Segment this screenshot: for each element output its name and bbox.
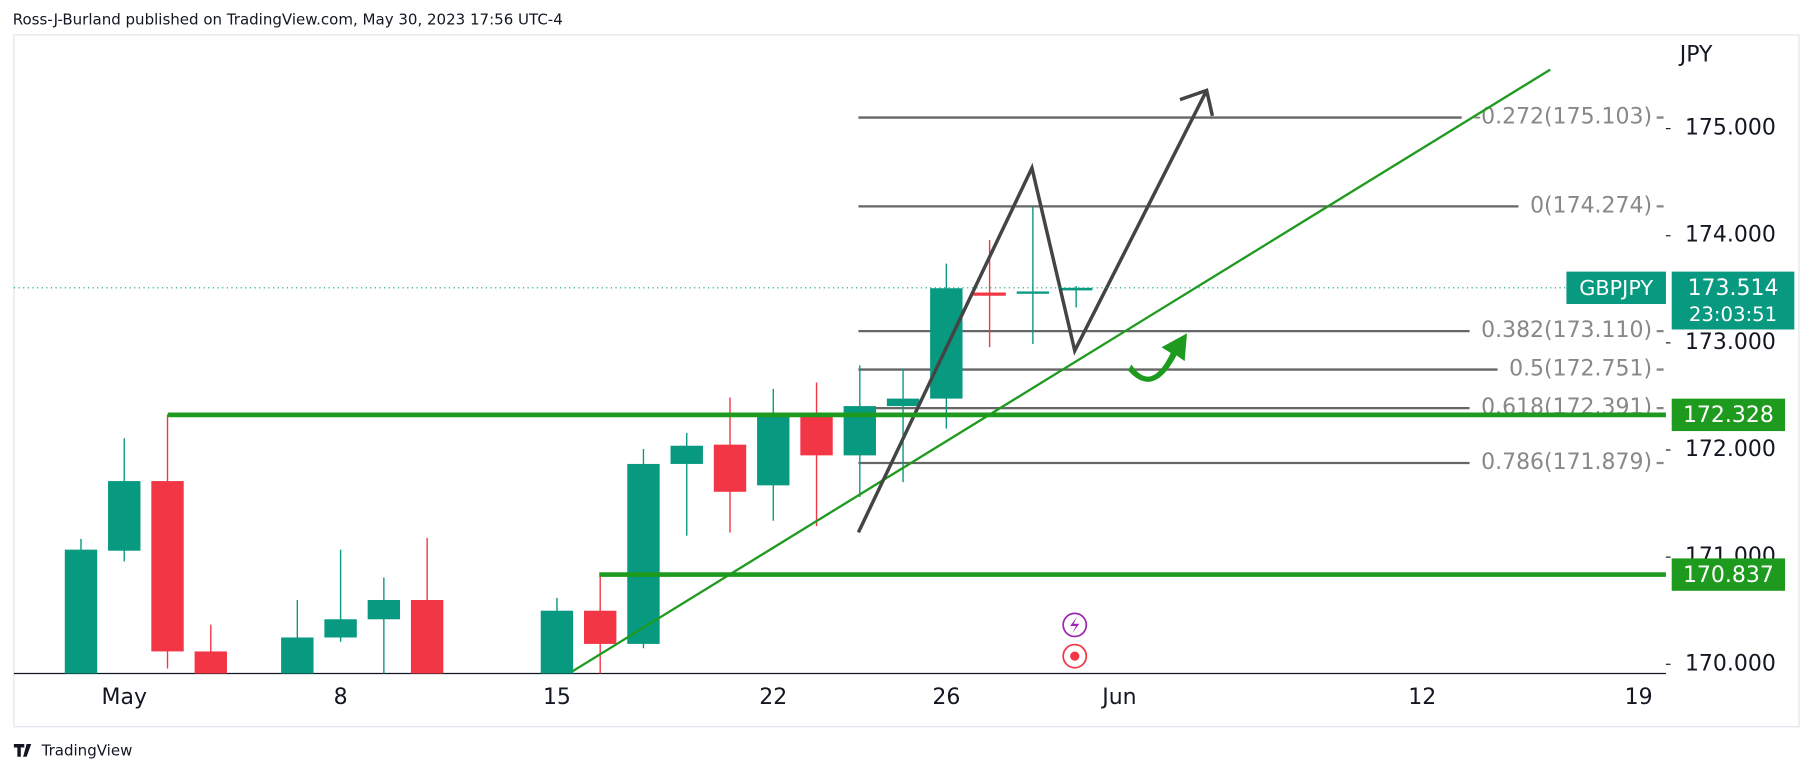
candle-body	[930, 288, 963, 399]
price-tag-label: 172.328	[1683, 403, 1774, 428]
candle-body	[410, 599, 444, 674]
y-tick-label: 172.000	[1685, 437, 1776, 462]
candle-body	[367, 599, 401, 620]
fib-label: 0.382(173.110)	[1481, 318, 1652, 343]
x-tick-label: May	[102, 685, 147, 710]
x-tick-label: Jun	[1100, 685, 1136, 710]
projection-path	[856, 89, 1209, 534]
candle-body	[540, 610, 574, 674]
publisher: Ross-J-Burland published on TradingView.…	[13, 10, 563, 28]
event-icon	[1062, 643, 1088, 669]
x-tick-label: 12	[1408, 685, 1436, 710]
x-tick-label: 26	[932, 685, 960, 710]
plot: -0.272(175.103) 0(174.274) 0.382(173.110) 0…	[64, 105, 1664, 674]
candle-body	[886, 398, 920, 407]
candle-body	[1059, 287, 1093, 291]
curved-arrow	[1127, 333, 1187, 382]
x-tick-label: 22	[759, 685, 787, 710]
y-tick-label: 173.000	[1685, 330, 1776, 355]
fib-label: 0.786(171.879)	[1481, 450, 1652, 475]
candle-body	[194, 651, 227, 674]
x-tick-label: 15	[543, 685, 571, 710]
drawings	[572, 68, 1551, 673]
brand-logo	[13, 744, 32, 757]
y-tick-label: 174.000	[1685, 223, 1776, 248]
currency: JPY	[1678, 43, 1713, 68]
candle-body	[1016, 291, 1050, 294]
candle-body	[64, 549, 98, 674]
candle-body	[151, 481, 184, 652]
fib-label: 0(174.274)	[1530, 193, 1652, 218]
last-price-tag	[1671, 271, 1795, 330]
price-tag	[1671, 398, 1786, 432]
fib-label: 0.5(172.751)	[1509, 357, 1652, 382]
countdown: 23:03:51	[1689, 303, 1777, 326]
candle-body	[713, 444, 747, 492]
x-tick-label: 8	[334, 685, 348, 710]
y-tick-label: 170.000	[1685, 651, 1776, 676]
candle-body	[627, 463, 660, 644]
candle-body	[108, 481, 141, 551]
candle-body	[324, 619, 357, 638]
y-tick-label: 175.000	[1685, 116, 1776, 141]
candle-body	[670, 445, 703, 464]
candle-body	[973, 292, 1006, 296]
candle-body	[583, 610, 617, 644]
last-price-label: 173.514	[1688, 276, 1779, 301]
symbol-label: GBPJPY	[1579, 276, 1653, 300]
candle-body	[281, 637, 314, 674]
event-icon-bolt	[1070, 616, 1080, 633]
x-tick-label: 19	[1625, 685, 1653, 710]
arrow-head	[1179, 88, 1215, 117]
brand: TradingView	[41, 741, 133, 759]
price-tag	[1671, 558, 1786, 591]
fib-label: -0.272(175.103)	[1473, 105, 1652, 130]
price-tag-label: 170.837	[1683, 563, 1774, 588]
event-icon	[1062, 612, 1088, 638]
candle-body	[757, 416, 790, 486]
candle-body	[800, 416, 833, 456]
trendline	[572, 68, 1551, 673]
event-icon-dot	[1070, 651, 1080, 661]
symbol-tag	[1566, 271, 1666, 305]
frame	[13, 34, 1800, 728]
